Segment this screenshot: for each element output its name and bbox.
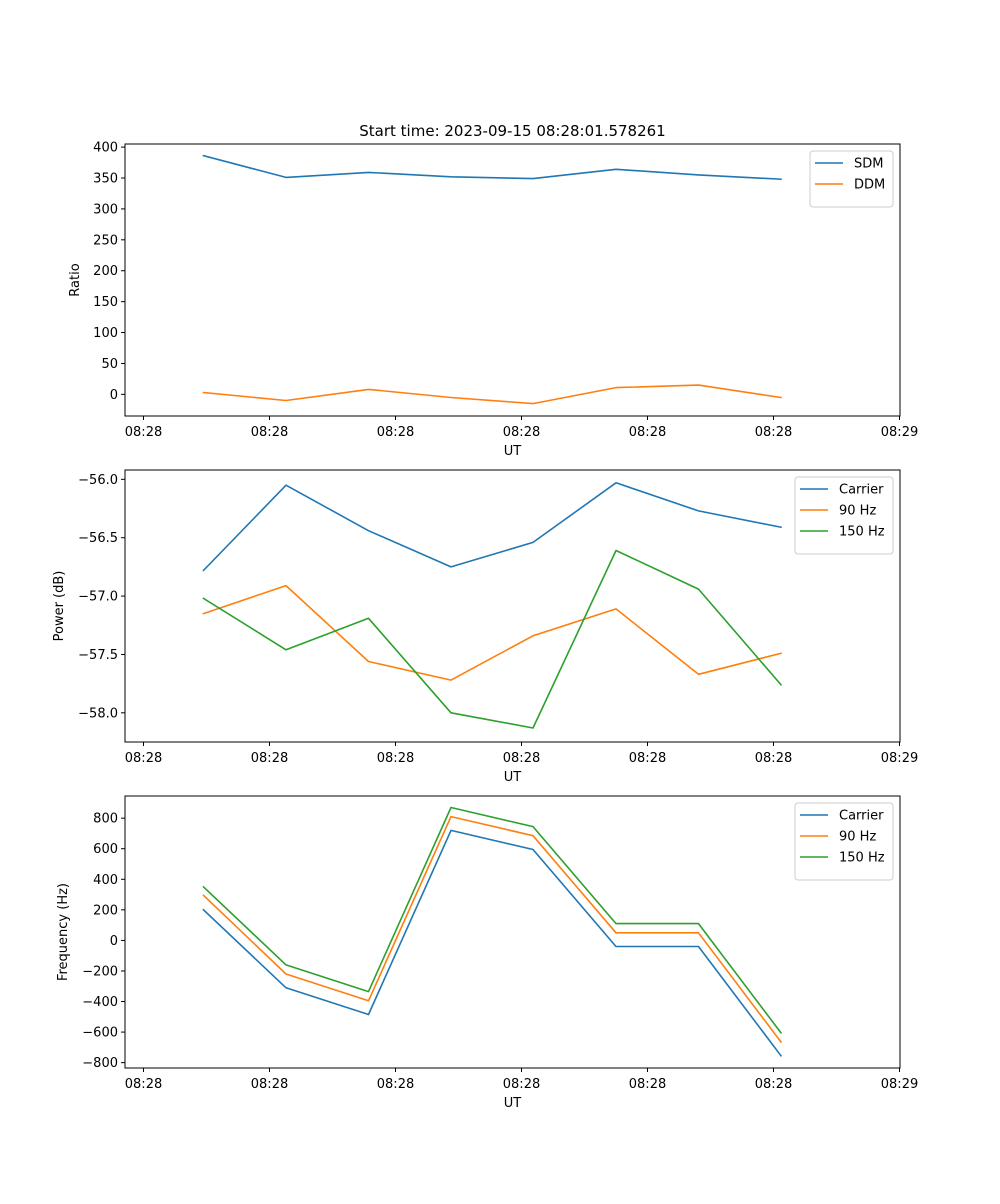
- frequency-series-line-carrier: [202, 829, 783, 1057]
- ratio-y-tick-label: 200: [93, 264, 118, 279]
- ratio-legend: [809, 150, 894, 208]
- frequency-y-tick-label: −800: [82, 1056, 118, 1071]
- power-x-tick-label: 08:28: [755, 751, 792, 766]
- ratio-x-tick-label: 08:28: [755, 425, 792, 440]
- frequency-x-tick-label: 08:28: [629, 1077, 666, 1092]
- frequency-y-tick-label: 600: [93, 842, 118, 857]
- ratio-x-tick-label: 08:28: [503, 425, 540, 440]
- power-legend: [794, 476, 894, 555]
- power-y-tick-label: −57.5: [78, 648, 118, 663]
- power-x-tick-label: 08:28: [503, 751, 540, 766]
- frequency-y-tick-label: −400: [82, 995, 118, 1010]
- power-axes-frame: [124, 469, 901, 743]
- power-y-tick-label: −56.5: [78, 531, 118, 546]
- frequency-x-tick-label: 08:28: [251, 1077, 288, 1092]
- power-legend-label: 150 Hz: [839, 525, 885, 540]
- power-legend-label: 90 Hz: [839, 504, 876, 519]
- power-x-tick-label: 08:29: [881, 751, 918, 766]
- ratio-x-axis-label: UT: [504, 444, 522, 459]
- ratio-x-tick-label: 08:28: [377, 425, 414, 440]
- frequency-y-tick-label: −200: [82, 964, 118, 979]
- ratio-x-tick-label: 08:28: [125, 425, 162, 440]
- power-y-tick-label: −58.0: [78, 706, 118, 721]
- frequency-series-line-90-hz: [202, 815, 783, 1044]
- frequency-legend: [794, 802, 894, 881]
- chart-title: Start time: 2023-09-15 08:28:01.578261: [359, 122, 665, 140]
- power-y-tick-label: −56.0: [78, 473, 118, 488]
- power-panel: 08:28 08:28 08:28 08:28 08:28 08:28 08:29 −58.0…: [52, 469, 918, 785]
- power-series-line-150-hz: [202, 549, 783, 729]
- ratio-y-tick-label: 0: [110, 388, 118, 403]
- frequency-panel: 08:28 08:28 08:28 08:28 08:28 08:28 08:29 −800 −…: [56, 795, 918, 1111]
- power-x-tick-label: 08:28: [125, 751, 162, 766]
- frequency-legend-label: Carrier: [839, 809, 884, 824]
- frequency-y-tick-label: −600: [82, 1026, 118, 1041]
- ratio-y-tick-label: 300: [93, 202, 118, 217]
- power-x-tick-label: 08:28: [629, 751, 666, 766]
- frequency-x-tick-label: 08:28: [377, 1077, 414, 1092]
- ratio-x-tick-label: 08:28: [251, 425, 288, 440]
- power-series-line-carrier: [202, 481, 782, 572]
- ratio-series-line-ddm: [202, 384, 782, 405]
- ratio-y-tick-label: 350: [93, 172, 118, 187]
- ratio-y-tick-label: 100: [93, 326, 118, 341]
- frequency-y-tick-label: 0: [110, 934, 118, 949]
- power-x-tick-label: 08:28: [377, 751, 414, 766]
- frequency-y-tick-label: 400: [93, 873, 118, 888]
- frequency-x-tick-label: 08:29: [881, 1077, 918, 1092]
- ratio-y-axis-label: Ratio: [68, 263, 83, 296]
- ratio-x-tick-label: 08:29: [881, 425, 918, 440]
- ratio-y-tick-label: 400: [93, 141, 118, 156]
- frequency-series-line-150-hz: [202, 806, 783, 1035]
- frequency-axes-frame: [124, 795, 901, 1069]
- frequency-x-axis-label: UT: [504, 1096, 522, 1111]
- power-x-axis-label: UT: [504, 770, 522, 785]
- ratio-legend-label: DDM: [854, 178, 885, 193]
- power-series-line-90-hz: [202, 584, 782, 681]
- ratio-y-tick-label: 250: [93, 233, 118, 248]
- frequency-x-tick-label: 08:28: [755, 1077, 792, 1092]
- frequency-y-tick-label: 800: [93, 812, 118, 827]
- power-y-tick-label: −57.0: [78, 590, 118, 605]
- frequency-y-axis-label: Frequency (Hz): [56, 883, 71, 981]
- ratio-series-line-sdm: [202, 154, 782, 181]
- frequency-x-tick-label: 08:28: [503, 1077, 540, 1092]
- frequency-legend-label: 150 Hz: [839, 851, 885, 866]
- ratio-y-tick-label: 50: [101, 357, 118, 372]
- ratio-legend-label: SDM: [854, 157, 883, 172]
- power-y-axis-label: Power (dB): [52, 571, 67, 642]
- ratio-panel: 08:28 08:28 08:28 08:28 08:28 08:28 08:29 0 50 10…: [68, 141, 918, 459]
- power-legend-label: Carrier: [839, 483, 884, 498]
- frequency-y-tick-label: 200: [93, 903, 118, 918]
- frequency-legend-label: 90 Hz: [839, 830, 876, 845]
- frequency-x-tick-label: 08:28: [125, 1077, 162, 1092]
- ratio-axes-frame: [124, 143, 901, 417]
- ratio-x-tick-label: 08:28: [629, 425, 666, 440]
- power-x-tick-label: 08:28: [251, 751, 288, 766]
- ratio-y-tick-label: 150: [93, 295, 118, 310]
